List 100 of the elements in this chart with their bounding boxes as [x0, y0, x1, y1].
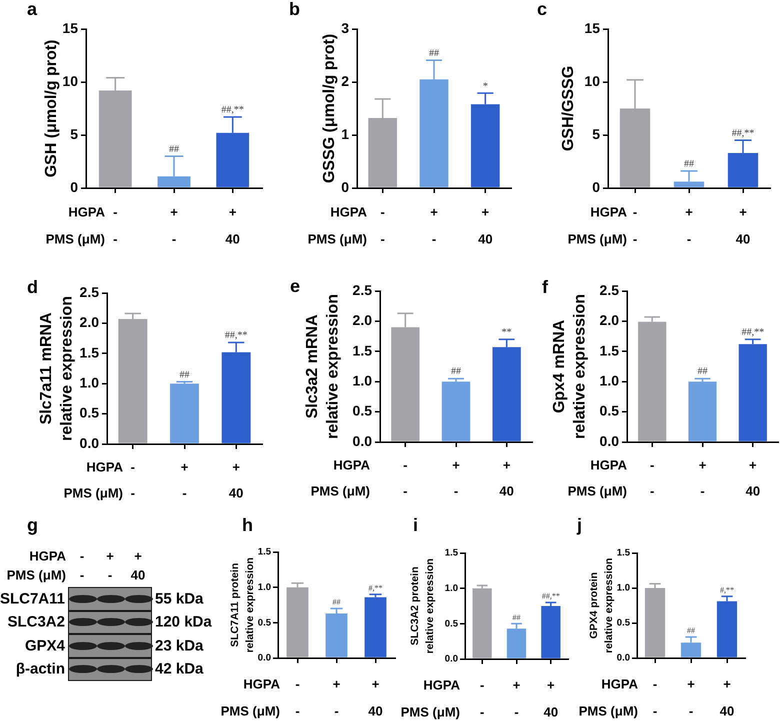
chart-title: e — [290, 276, 300, 296]
y-tick-label: 0.0 — [352, 432, 372, 449]
y-tick-label: 3 — [341, 20, 350, 36]
x-tick-label: - - — [380, 204, 385, 247]
chart-title: d — [27, 277, 38, 297]
y-tick-label: 0 — [592, 178, 600, 195]
y-tick-label: 1.5 — [80, 344, 100, 360]
text: PMS (μM) — [6, 568, 66, 582]
text: HGPA — [86, 460, 124, 475]
text: HGPA — [590, 458, 628, 473]
x-tick-label: + 40 — [225, 204, 240, 247]
bar — [472, 588, 492, 658]
y-tick-label: 2.5 — [600, 282, 620, 298]
y-tick-label: 1.5 — [616, 548, 631, 559]
y-tick-label: 1.5 — [352, 342, 372, 358]
y-axis-title: Slc7a11 mRNA relative expression — [38, 296, 76, 441]
annotation: ## — [169, 144, 179, 155]
annotation: ##,** — [221, 104, 244, 116]
text: HGPA — [243, 676, 281, 692]
annotation: ## — [332, 598, 340, 607]
text: PMS (μM) — [46, 232, 105, 247]
annotation: ## — [180, 369, 190, 380]
category-label: β-actin — [16, 660, 65, 678]
category-label: 120 kDa — [155, 614, 212, 631]
chart-title: i — [413, 515, 418, 535]
y-tick-label: 2.5 — [80, 284, 100, 300]
x-tick-label: - - — [295, 676, 300, 719]
category-label: 42 kDa — [155, 660, 204, 678]
y-axis-title: GPX4 protein relative expression — [588, 558, 615, 654]
annotation: ##,** — [732, 128, 754, 139]
y-tick-label: 0.5 — [258, 617, 272, 628]
bar — [364, 597, 386, 658]
y-tick-label: 1.0 — [600, 372, 620, 388]
y-tick-label: 5 — [592, 126, 600, 142]
x-tick-label: + 40 — [499, 458, 514, 499]
x-tick-label: + - — [698, 458, 707, 499]
y-tick-label: 0.0 — [258, 652, 271, 664]
x-tick-label: - - — [632, 204, 638, 247]
y-axis-title: GSSG (μmol/g prot) — [321, 34, 338, 184]
x-tick-label: + - — [685, 204, 694, 247]
y-tick-label: 0.5 — [616, 618, 631, 629]
text: HGPA — [423, 678, 461, 693]
category-label: + 40 — [130, 548, 146, 582]
x-tick-label: + 40 — [544, 678, 558, 720]
x-tick-label: - - — [403, 458, 408, 499]
y-axis-title: SLC3A2 protein relative expression — [409, 558, 436, 654]
x-tick-label: - - — [650, 458, 654, 499]
y-tick-label: 1 — [341, 126, 350, 142]
x-tick-label: + - — [180, 460, 189, 501]
y-axis-title: Gpx4 mRNA relative expression — [550, 294, 589, 439]
x-tick-label: + 40 — [228, 460, 244, 501]
annotation: ** — [502, 326, 512, 338]
text: PMS (μM) — [568, 232, 627, 247]
y-tick-label: 2.0 — [600, 312, 620, 328]
chart-title: a — [27, 0, 38, 19]
y-tick-label: 1.5 — [600, 342, 620, 358]
y-tick-label: 1.0 — [352, 372, 372, 388]
x-tick-label: + - — [687, 676, 696, 719]
y-tick-label: 15 — [62, 20, 78, 36]
x-tick-label: + 40 — [368, 676, 383, 719]
y-tick-label: 15 — [584, 20, 600, 36]
category-label: 55 kDa — [155, 590, 204, 608]
chart-title: b — [289, 0, 300, 19]
bar — [170, 384, 199, 444]
category-label: - - — [80, 548, 84, 582]
annotation: ##,** — [224, 330, 248, 342]
y-tick-label: 0 — [341, 178, 350, 195]
x-tick-label: + - — [512, 678, 521, 720]
y-tick-label: 2.0 — [80, 314, 100, 330]
y-tick-label: 1.0 — [616, 582, 630, 594]
y-tick-label: 2.0 — [352, 312, 372, 328]
y-tick-label: 2.5 — [352, 282, 372, 298]
text: HGPA — [333, 458, 371, 473]
y-tick-label: 0.0 — [444, 654, 458, 665]
text: PMS (μM) — [310, 484, 370, 499]
bar — [442, 382, 470, 442]
x-tick-label: - - — [652, 676, 658, 719]
text: PMS (μM) — [578, 704, 638, 719]
y-tick-label: 2 — [341, 72, 350, 89]
y-tick-label: 0 — [70, 178, 78, 195]
x-tick-label: - - — [480, 678, 484, 720]
y-tick-label: 0.5 — [80, 404, 100, 421]
text: HGPA — [590, 204, 628, 220]
annotation: * — [482, 80, 488, 92]
x-tick-label: + - — [170, 204, 178, 247]
y-axis-title: GSH/GSSG — [560, 66, 578, 152]
text: PMS (μM) — [400, 704, 460, 720]
y-tick-label: 0.5 — [600, 402, 620, 419]
y-axis-title: GSH (μmol/g prot) — [43, 40, 60, 178]
x-tick-label: + - — [452, 458, 460, 499]
x-tick-label: + 40 — [720, 676, 734, 719]
y-tick-label: 1.0 — [444, 582, 458, 594]
annotation: ## — [698, 366, 708, 378]
chart-title: j — [577, 515, 582, 535]
y-tick-label: 1.5 — [258, 546, 272, 558]
y-tick-label: 0.0 — [616, 652, 630, 664]
chart-title: c — [537, 0, 548, 19]
y-axis-title: SLC7A11 protein relative expression — [229, 557, 256, 653]
y-tick-label: 10 — [584, 72, 600, 89]
x-tick-label: + - — [332, 676, 341, 719]
